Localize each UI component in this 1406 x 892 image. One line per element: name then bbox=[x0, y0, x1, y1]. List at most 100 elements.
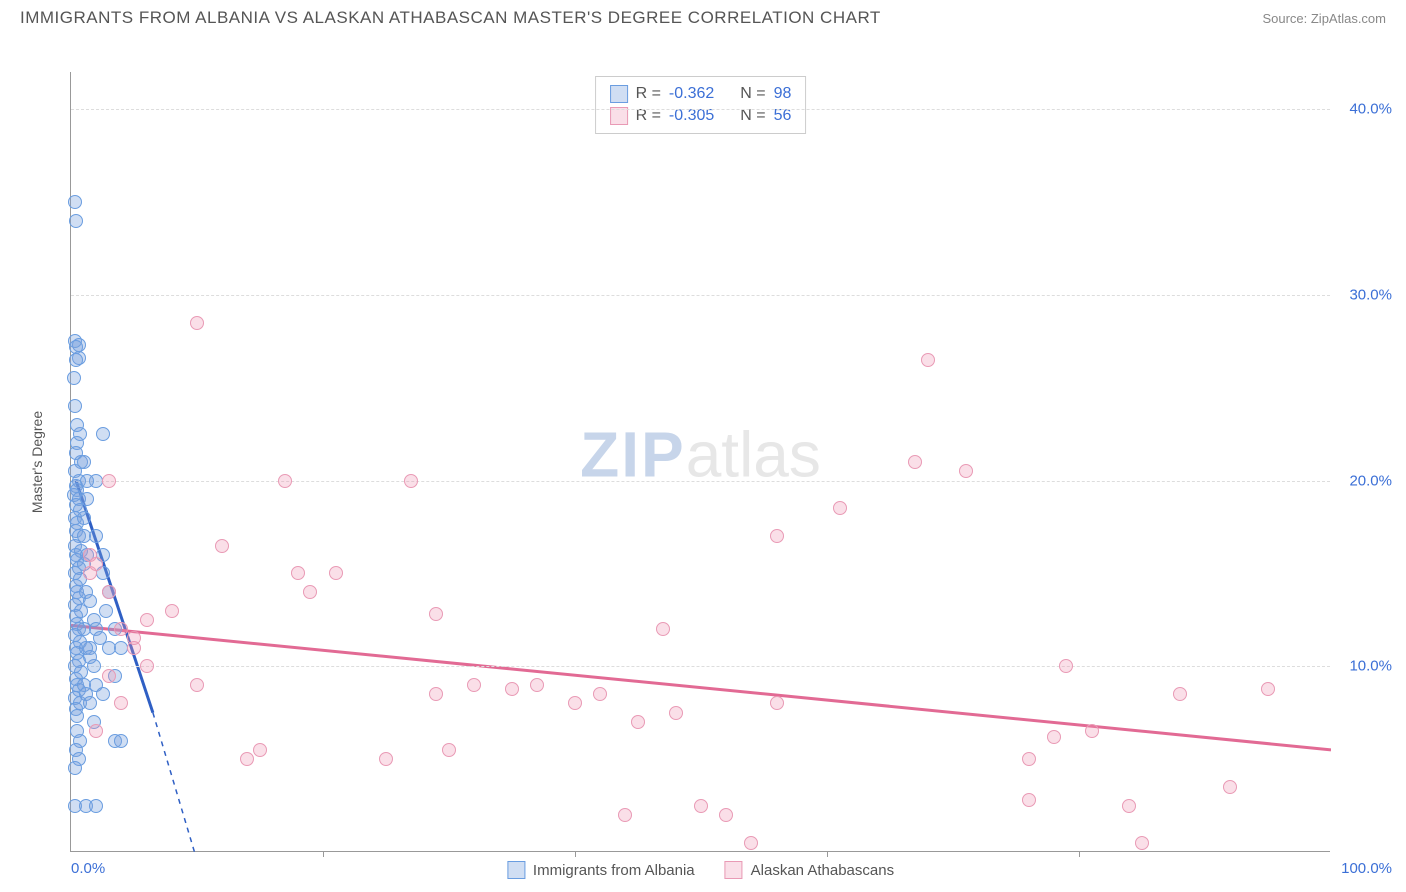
series-legend: Immigrants from Albania Alaskan Athabasca… bbox=[507, 861, 894, 879]
data-point bbox=[1047, 730, 1061, 744]
data-point bbox=[68, 195, 82, 209]
data-point bbox=[656, 622, 670, 636]
legend-item: Immigrants from Albania bbox=[507, 861, 695, 879]
data-point bbox=[69, 353, 83, 367]
legend-item: Alaskan Athabascans bbox=[725, 861, 894, 879]
data-point bbox=[68, 761, 82, 775]
data-point bbox=[1022, 752, 1036, 766]
source-attribution: Source: ZipAtlas.com bbox=[1262, 11, 1386, 26]
data-point bbox=[96, 427, 110, 441]
data-point bbox=[329, 566, 343, 580]
data-point bbox=[505, 682, 519, 696]
data-point bbox=[379, 752, 393, 766]
data-point bbox=[89, 724, 103, 738]
legend-swatch bbox=[507, 861, 525, 879]
data-point bbox=[744, 836, 758, 850]
x-tick-mark bbox=[323, 851, 324, 857]
trend-lines bbox=[71, 72, 1331, 852]
data-point bbox=[80, 492, 94, 506]
data-point bbox=[593, 687, 607, 701]
data-point bbox=[67, 371, 81, 385]
gridline bbox=[71, 481, 1330, 482]
data-point bbox=[429, 687, 443, 701]
y-axis-label: Master's Degree bbox=[29, 410, 45, 512]
legend-swatch bbox=[725, 861, 743, 879]
data-point bbox=[190, 316, 204, 330]
data-point bbox=[770, 696, 784, 710]
data-point bbox=[770, 529, 784, 543]
data-point bbox=[83, 548, 97, 562]
data-point bbox=[140, 613, 154, 627]
data-point bbox=[96, 687, 110, 701]
legend-label: Immigrants from Albania bbox=[533, 862, 695, 879]
data-point bbox=[908, 455, 922, 469]
data-point bbox=[303, 585, 317, 599]
y-tick-label: 20.0% bbox=[1336, 472, 1392, 489]
data-point bbox=[669, 706, 683, 720]
data-point bbox=[1022, 793, 1036, 807]
gridline bbox=[71, 295, 1330, 296]
data-point bbox=[102, 585, 116, 599]
data-point bbox=[165, 604, 179, 618]
data-point bbox=[1122, 799, 1136, 813]
data-point bbox=[190, 678, 204, 692]
data-point bbox=[530, 678, 544, 692]
data-point bbox=[140, 659, 154, 673]
data-point bbox=[1173, 687, 1187, 701]
data-point bbox=[83, 696, 97, 710]
data-point bbox=[127, 631, 141, 645]
gridline bbox=[71, 109, 1330, 110]
data-point bbox=[631, 715, 645, 729]
data-point bbox=[80, 474, 94, 488]
data-point bbox=[278, 474, 292, 488]
data-point bbox=[69, 214, 83, 228]
y-tick-label: 40.0% bbox=[1336, 101, 1392, 118]
data-point bbox=[253, 743, 267, 757]
data-point bbox=[77, 511, 91, 525]
plot-area: Master's Degree ZIPatlas R = -0.362N = 9… bbox=[70, 72, 1330, 852]
data-point bbox=[102, 474, 116, 488]
data-point bbox=[1261, 682, 1275, 696]
data-point bbox=[719, 808, 733, 822]
data-point bbox=[114, 734, 128, 748]
data-point bbox=[959, 464, 973, 478]
data-point bbox=[442, 743, 456, 757]
data-point bbox=[921, 353, 935, 367]
data-point bbox=[568, 696, 582, 710]
data-point bbox=[291, 566, 305, 580]
data-point bbox=[68, 399, 82, 413]
data-point bbox=[1135, 836, 1149, 850]
data-point bbox=[102, 669, 116, 683]
stats-row: R = -0.362N = 98 bbox=[610, 83, 792, 105]
data-point bbox=[404, 474, 418, 488]
data-point bbox=[83, 566, 97, 580]
y-tick-label: 10.0% bbox=[1336, 658, 1392, 675]
x-axis-max-label: 100.0% bbox=[1341, 860, 1392, 877]
data-point bbox=[1085, 724, 1099, 738]
stats-legend-box: R = -0.362N = 98R = -0.305N = 56 bbox=[595, 76, 807, 134]
data-point bbox=[114, 696, 128, 710]
x-tick-mark bbox=[827, 851, 828, 857]
data-point bbox=[77, 455, 91, 469]
data-point bbox=[694, 799, 708, 813]
data-point bbox=[114, 622, 128, 636]
data-point bbox=[429, 607, 443, 621]
page-title: IMMIGRANTS FROM ALBANIA VS ALASKAN ATHAB… bbox=[20, 8, 881, 28]
data-point bbox=[99, 604, 113, 618]
data-point bbox=[70, 418, 84, 432]
data-point bbox=[83, 594, 97, 608]
data-point bbox=[83, 650, 97, 664]
data-point bbox=[89, 799, 103, 813]
data-point bbox=[215, 539, 229, 553]
x-axis-min-label: 0.0% bbox=[71, 860, 105, 877]
data-point bbox=[1223, 780, 1237, 794]
data-point bbox=[467, 678, 481, 692]
x-tick-mark bbox=[575, 851, 576, 857]
legend-swatch bbox=[610, 85, 628, 103]
data-point bbox=[240, 752, 254, 766]
data-point bbox=[70, 709, 84, 723]
x-tick-mark bbox=[1079, 851, 1080, 857]
data-point bbox=[93, 631, 107, 645]
legend-label: Alaskan Athabascans bbox=[751, 862, 894, 879]
data-point bbox=[618, 808, 632, 822]
